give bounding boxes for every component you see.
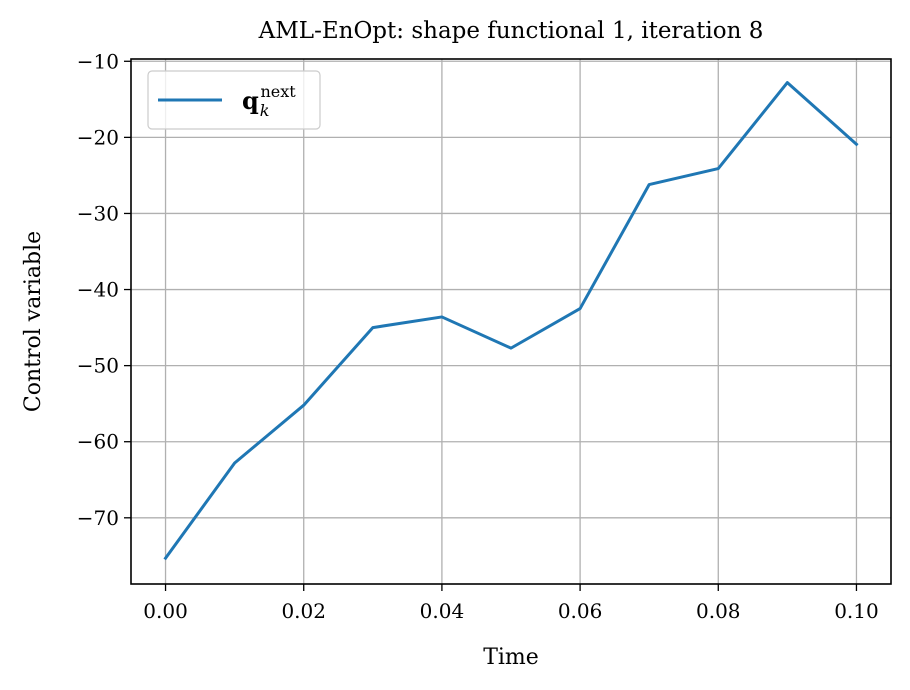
y-tick-label: −30 bbox=[77, 201, 119, 225]
x-tick-label: 0.02 bbox=[281, 599, 326, 623]
x-tick-label: 0.08 bbox=[696, 599, 741, 623]
plot-area-frame bbox=[130, 58, 892, 585]
y-axis-label: Control variable bbox=[21, 231, 46, 412]
legend-label-main: q bbox=[242, 86, 259, 115]
y-tick-label: −10 bbox=[77, 49, 119, 73]
y-tick-label: −40 bbox=[77, 278, 119, 302]
series-layer bbox=[163, 81, 859, 561]
x-tick-label: 0.04 bbox=[420, 599, 465, 623]
x-tick-label: 0.06 bbox=[558, 599, 603, 623]
series-line bbox=[163, 81, 859, 561]
legend-label-superscript: next bbox=[260, 82, 296, 101]
legend-box bbox=[147, 70, 321, 130]
x-axis-label: Time bbox=[483, 645, 539, 670]
y-tick-label: −50 bbox=[77, 354, 119, 378]
legend-label: qknext bbox=[242, 82, 296, 120]
y-tick-label: −20 bbox=[77, 125, 119, 149]
grid bbox=[131, 59, 891, 584]
legend-label-subscript: k bbox=[260, 101, 270, 120]
axis-ticks: 0.00 0.02 0.04 0.06 0.08 0.10 −70 −60 −50 −40 −30 −… bbox=[77, 49, 879, 623]
chart-title: AML-EnOpt: shape functional 1, iteration… bbox=[258, 18, 764, 44]
x-tick-label: 0.10 bbox=[834, 599, 879, 623]
legend: qknext bbox=[147, 70, 321, 130]
y-tick-label: −70 bbox=[77, 506, 119, 530]
y-tick-label: −60 bbox=[77, 430, 119, 454]
x-tick-label: 0.00 bbox=[143, 599, 188, 623]
